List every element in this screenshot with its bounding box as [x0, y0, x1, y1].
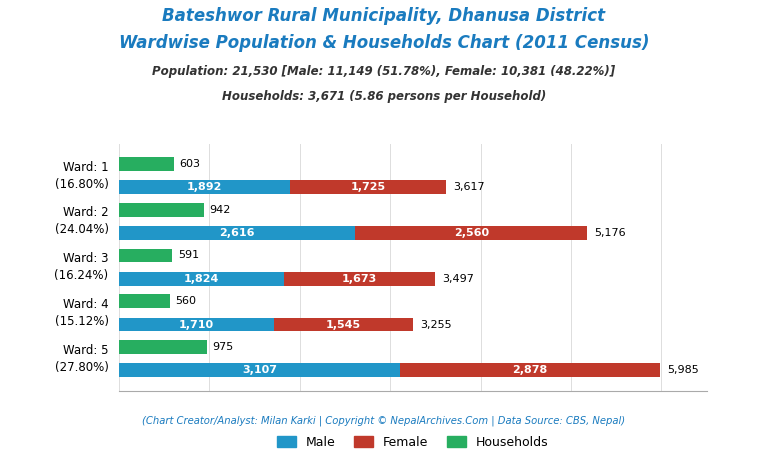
- Bar: [119, 272, 284, 286]
- Bar: [119, 318, 273, 331]
- Text: 5,985: 5,985: [667, 365, 699, 375]
- Text: Households: 3,671 (5.86 persons per Household): Households: 3,671 (5.86 persons per Hous…: [222, 90, 546, 103]
- Bar: [356, 226, 587, 240]
- Text: 1,545: 1,545: [326, 320, 361, 330]
- Text: 591: 591: [178, 251, 199, 260]
- Text: 942: 942: [210, 205, 231, 215]
- Text: 2,560: 2,560: [454, 228, 488, 238]
- Text: Population: 21,530 [Male: 11,149 (51.78%), Female: 10,381 (48.22%)]: Population: 21,530 [Male: 11,149 (51.78%…: [152, 65, 616, 78]
- Bar: [400, 363, 660, 377]
- Bar: [119, 157, 174, 171]
- Text: 1,710: 1,710: [179, 320, 214, 330]
- Text: Wardwise Population & Households Chart (2011 Census): Wardwise Population & Households Chart (…: [119, 34, 649, 52]
- Text: 3,617: 3,617: [453, 182, 485, 192]
- Text: 2,616: 2,616: [220, 228, 255, 238]
- Bar: [284, 272, 435, 286]
- Text: 975: 975: [213, 342, 233, 352]
- Text: 3,497: 3,497: [442, 274, 474, 284]
- Text: 5,176: 5,176: [594, 228, 626, 238]
- Text: 1,725: 1,725: [350, 182, 386, 192]
- Text: 3,107: 3,107: [242, 365, 277, 375]
- Bar: [119, 363, 400, 377]
- Bar: [119, 295, 170, 308]
- Bar: [119, 226, 356, 240]
- Legend: Male, Female, Households: Male, Female, Households: [272, 431, 554, 449]
- Bar: [119, 249, 173, 262]
- Bar: [119, 203, 204, 216]
- Text: 603: 603: [179, 159, 200, 169]
- Bar: [119, 180, 290, 194]
- Text: 1,824: 1,824: [184, 274, 219, 284]
- Bar: [273, 318, 413, 331]
- Bar: [290, 180, 446, 194]
- Bar: [119, 340, 207, 354]
- Text: 560: 560: [175, 296, 196, 306]
- Text: 2,878: 2,878: [512, 365, 548, 375]
- Text: 3,255: 3,255: [421, 320, 452, 330]
- Text: 1,673: 1,673: [342, 274, 377, 284]
- Text: Bateshwor Rural Municipality, Dhanusa District: Bateshwor Rural Municipality, Dhanusa Di…: [163, 7, 605, 25]
- Text: 1,892: 1,892: [187, 182, 222, 192]
- Text: (Chart Creator/Analyst: Milan Karki | Copyright © NepalArchives.Com | Data Sourc: (Chart Creator/Analyst: Milan Karki | Co…: [142, 415, 626, 426]
